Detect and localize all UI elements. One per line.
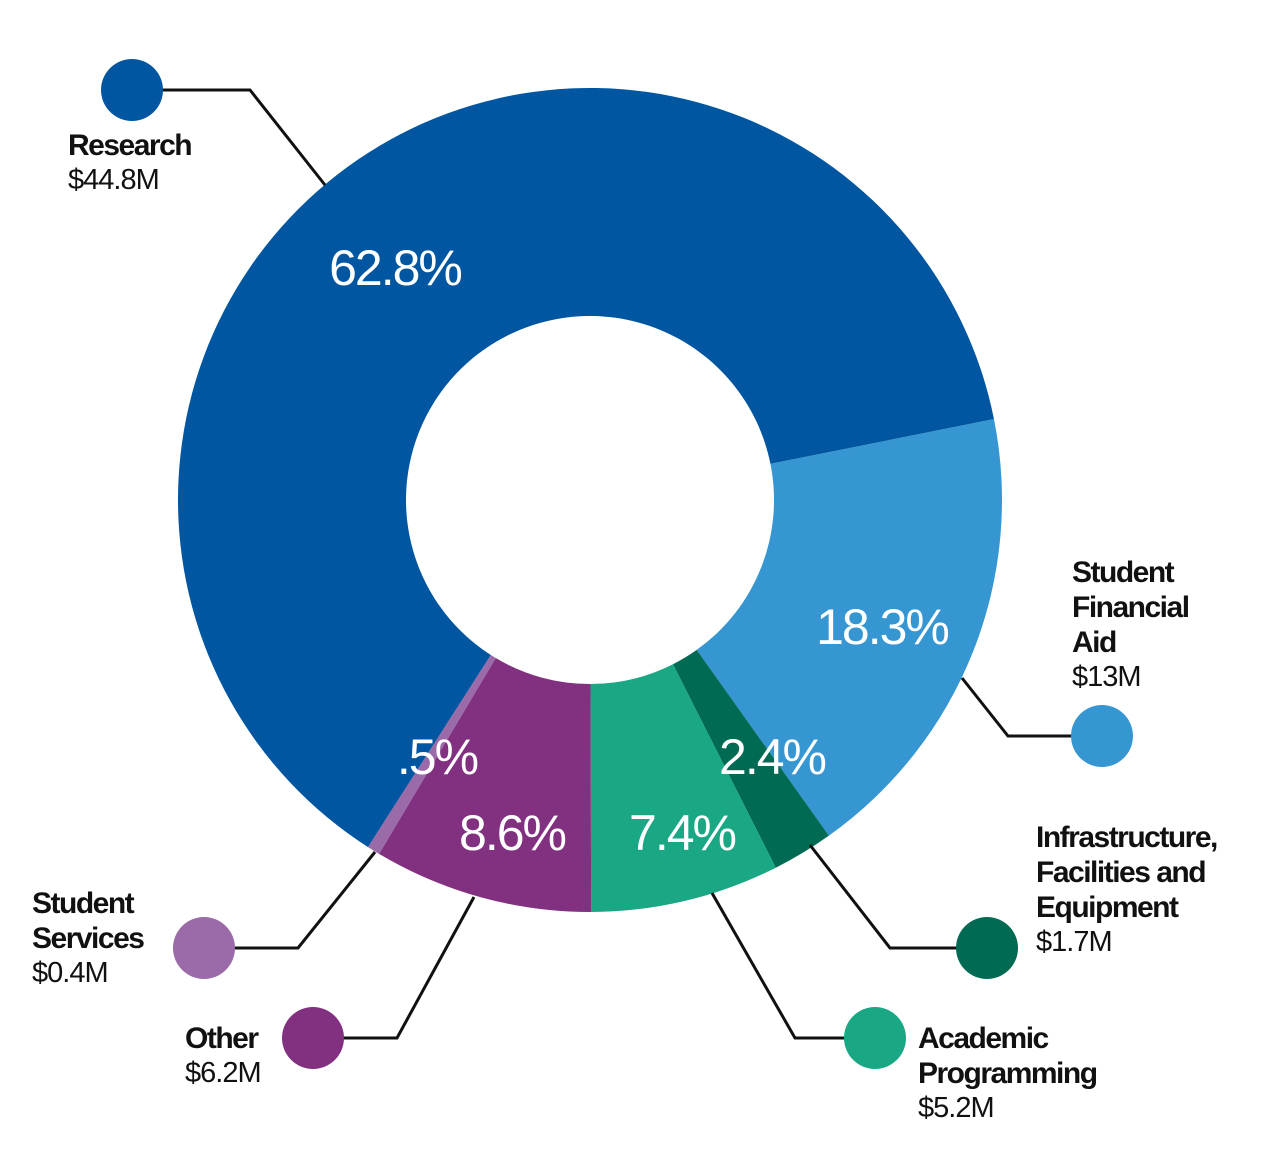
- value-label: 18.3%: [816, 599, 950, 655]
- category-label: Research: [68, 129, 193, 162]
- donut-slice: [590, 664, 776, 912]
- amount-label: $1.7M: [1036, 926, 1113, 958]
- leader-line: [960, 677, 1072, 738]
- leader-line: [808, 844, 957, 950]
- amount-label: $44.8M: [68, 164, 160, 196]
- leader-line: [234, 851, 377, 950]
- leader-line: [343, 896, 476, 1040]
- legend-dot: [173, 917, 235, 979]
- value-label: 8.6%: [459, 805, 567, 861]
- legend-dot: [956, 917, 1018, 979]
- value-label: 62.8%: [329, 240, 463, 296]
- donut-slice: [379, 658, 592, 912]
- value-label: .5%: [396, 729, 479, 785]
- amount-label: $13M: [1072, 661, 1142, 693]
- legend-dot: [1071, 705, 1133, 767]
- category-label: Student Services: [32, 887, 145, 955]
- donut-slice: [672, 649, 829, 868]
- legend-dot: [282, 1007, 344, 1069]
- amount-label: $0.4M: [32, 957, 109, 989]
- leader-line: [162, 88, 327, 186]
- legend-dot: [844, 1007, 906, 1069]
- value-label: 2.4%: [719, 729, 827, 785]
- amount-label: $6.2M: [185, 1057, 262, 1089]
- legend-dot: [101, 59, 163, 121]
- category-label: Academic Programming: [918, 1022, 1098, 1090]
- value-label: 7.4%: [629, 805, 737, 861]
- donut-slice: [177, 87, 994, 848]
- amount-label: $5.2M: [918, 1092, 995, 1124]
- leader-line: [710, 892, 845, 1040]
- donut-slice: [696, 419, 1002, 836]
- donut-slice: [368, 655, 496, 854]
- category-label: Other: [185, 1022, 259, 1055]
- category-label: Student Financial Aid: [1072, 556, 1190, 659]
- category-label: Infrastructure, Facilities and Equipment: [1036, 821, 1218, 924]
